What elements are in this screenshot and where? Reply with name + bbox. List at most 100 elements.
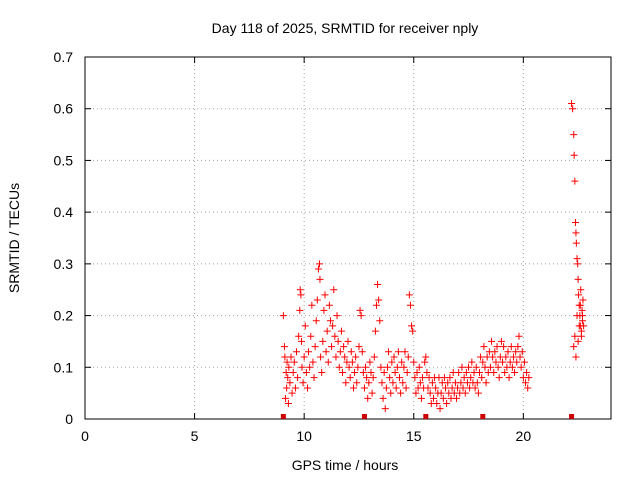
data-point <box>406 301 414 309</box>
data-point <box>334 337 342 345</box>
data-point <box>493 343 501 351</box>
data-point <box>490 368 498 376</box>
data-point <box>392 384 400 392</box>
data-point <box>488 337 496 345</box>
y-tick-label: 0.4 <box>54 204 74 220</box>
data-point <box>290 358 298 366</box>
gap-marker <box>280 414 286 419</box>
data-point <box>284 399 292 407</box>
data-point <box>335 363 343 371</box>
data-point <box>576 301 584 309</box>
data-point <box>286 379 294 387</box>
x-tick-label: 15 <box>406 428 422 444</box>
data-point <box>295 332 303 340</box>
data-point <box>300 353 308 361</box>
data-point <box>405 291 413 299</box>
data-point <box>386 374 394 382</box>
data-point <box>319 337 327 345</box>
data-point <box>306 363 314 371</box>
data-point <box>404 353 412 361</box>
data-point <box>428 379 436 387</box>
data-point <box>355 343 363 351</box>
data-point <box>340 343 348 351</box>
data-point <box>339 368 347 376</box>
data-point <box>399 379 407 387</box>
axis-ticks <box>84 56 611 420</box>
data-point <box>280 343 288 351</box>
data-point <box>344 337 352 345</box>
data-point <box>520 358 528 366</box>
data-point <box>480 343 488 351</box>
data-point <box>316 275 324 283</box>
data-point <box>499 358 507 366</box>
data-point <box>378 379 386 387</box>
data-point <box>506 358 514 366</box>
data-point <box>382 384 390 392</box>
data-point <box>423 368 431 376</box>
data-point <box>297 291 305 299</box>
data-point <box>294 374 302 382</box>
data-point <box>497 337 505 345</box>
data-point <box>302 368 310 376</box>
data-point <box>577 332 585 340</box>
data-point <box>323 327 331 335</box>
gap-marker <box>569 414 575 419</box>
data-point <box>281 353 289 361</box>
data-point <box>525 374 533 382</box>
data-point <box>359 368 367 376</box>
data-point <box>513 358 521 366</box>
data-point <box>388 358 396 366</box>
data-point <box>442 384 450 392</box>
data-point <box>417 394 425 402</box>
data-point <box>296 306 304 314</box>
data-point <box>410 358 418 366</box>
data-point <box>369 374 377 382</box>
data-point <box>301 322 309 330</box>
data-point <box>514 343 522 351</box>
data-point <box>478 374 486 382</box>
data-point <box>408 322 416 330</box>
data-point <box>489 353 497 361</box>
data-point <box>523 368 531 376</box>
data-point <box>299 379 307 387</box>
data-point <box>409 327 417 335</box>
data-point <box>387 389 395 397</box>
data-point <box>524 384 532 392</box>
data-point <box>284 374 292 382</box>
gap-marker <box>361 414 367 419</box>
data-point <box>424 384 432 392</box>
data-point <box>500 343 508 351</box>
data-point <box>282 394 290 402</box>
data-point <box>385 348 393 356</box>
data-point <box>314 265 322 273</box>
data-point <box>357 312 365 320</box>
data-point <box>482 379 490 387</box>
data-point <box>492 358 500 366</box>
data-point <box>345 363 353 371</box>
data-point <box>426 389 434 397</box>
data-point <box>443 399 451 407</box>
data-point <box>504 348 512 356</box>
data-point <box>305 348 313 356</box>
data-point <box>400 363 408 371</box>
data-point <box>368 389 376 397</box>
data-point <box>377 363 385 371</box>
data-point <box>495 374 503 382</box>
data-point <box>458 363 466 371</box>
data-point <box>374 281 382 289</box>
data-point <box>354 363 362 371</box>
data-point <box>336 348 344 356</box>
data-point <box>375 296 383 304</box>
data-point <box>570 343 578 351</box>
data-point <box>411 374 419 382</box>
data-point <box>376 317 384 325</box>
y-tick-label: 0.6 <box>54 101 74 117</box>
data-point <box>360 384 368 392</box>
data-point <box>468 358 476 366</box>
data-point <box>508 363 516 371</box>
data-point <box>412 389 420 397</box>
data-point <box>477 353 485 361</box>
y-tick-label: 0.1 <box>54 359 74 375</box>
data-point <box>457 379 465 387</box>
